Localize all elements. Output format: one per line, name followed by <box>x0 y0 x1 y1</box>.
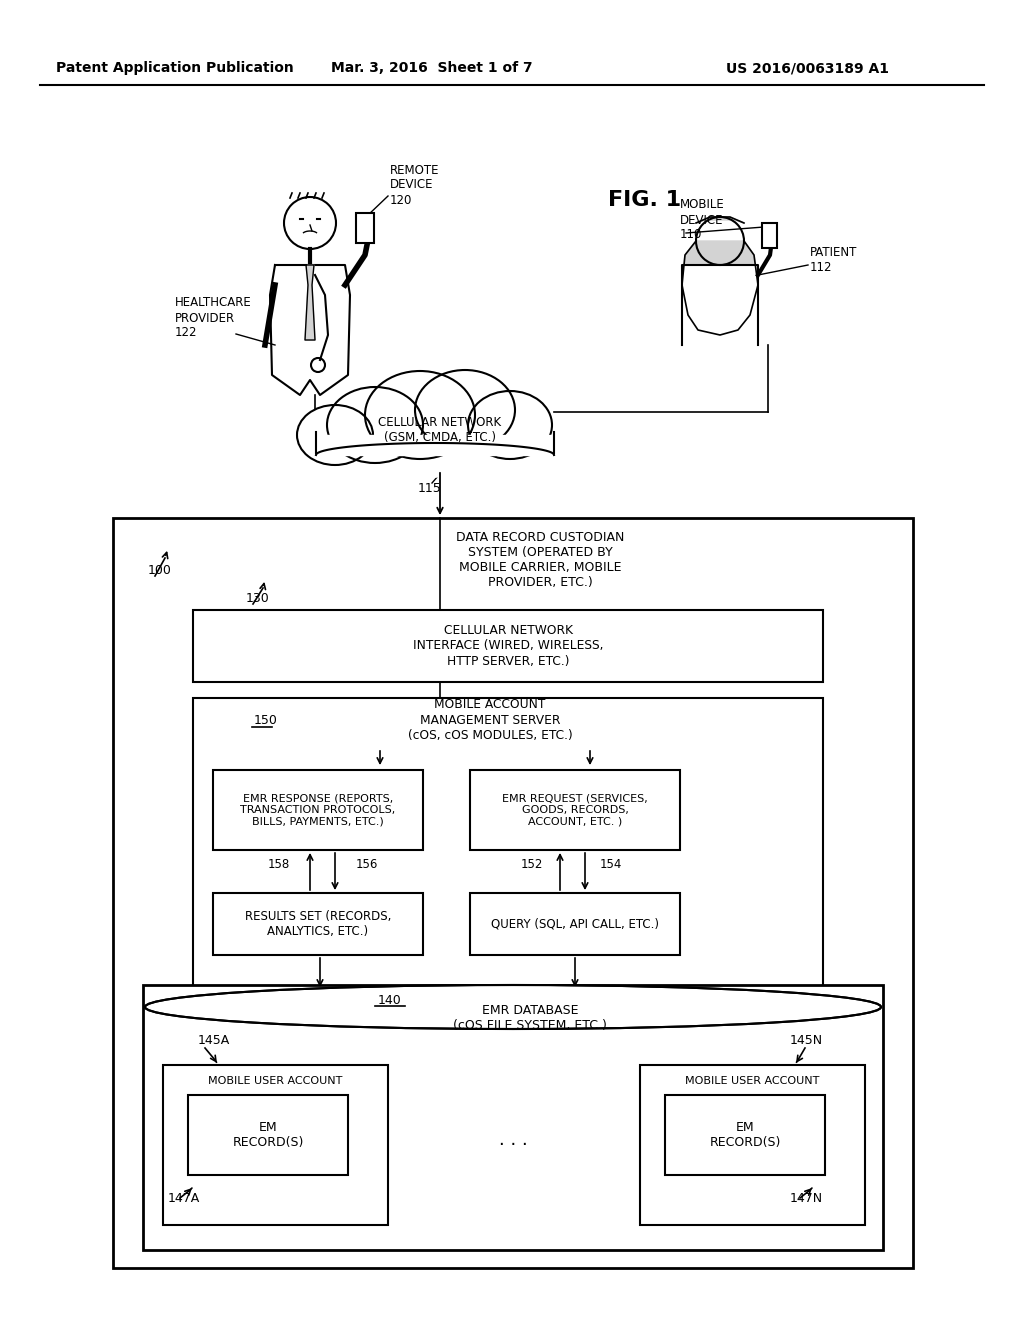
Bar <box>188 1096 348 1175</box>
Text: MOBILE USER ACCOUNT: MOBILE USER ACCOUNT <box>208 1076 343 1086</box>
Bar <box>356 213 374 243</box>
Bar <box>470 894 680 954</box>
Bar <box>193 698 823 1048</box>
Text: CELLULAR NETWORK
(GSM, CMDA, ETC.): CELLULAR NETWORK (GSM, CMDA, ETC.) <box>379 416 502 444</box>
Text: EM
RECORD(S): EM RECORD(S) <box>710 1121 780 1148</box>
Ellipse shape <box>297 405 373 465</box>
Polygon shape <box>270 265 350 395</box>
Text: Patent Application Publication: Patent Application Publication <box>56 61 294 75</box>
Text: DATA RECORD CUSTODIAN
SYSTEM (OPERATED BY
MOBILE CARRIER, MOBILE
PROVIDER, ETC.): DATA RECORD CUSTODIAN SYSTEM (OPERATED B… <box>456 531 625 589</box>
Bar <box>470 770 680 850</box>
Text: 156: 156 <box>356 858 379 871</box>
Ellipse shape <box>290 418 550 478</box>
Text: MOBILE ACCOUNT
MANAGEMENT SERVER
(cOS, cOS MODULES, ETC.): MOBILE ACCOUNT MANAGEMENT SERVER (cOS, c… <box>408 698 572 742</box>
Text: CELLULAR NETWORK
INTERFACE (WIRED, WIRELESS,
HTTP SERVER, ETC.): CELLULAR NETWORK INTERFACE (WIRED, WIREL… <box>413 624 603 668</box>
Text: 115: 115 <box>418 482 442 495</box>
Ellipse shape <box>468 391 552 459</box>
Ellipse shape <box>145 985 881 1030</box>
Text: Mar. 3, 2016  Sheet 1 of 7: Mar. 3, 2016 Sheet 1 of 7 <box>331 61 532 75</box>
Text: 145N: 145N <box>790 1034 823 1047</box>
Text: MOBILE USER ACCOUNT: MOBILE USER ACCOUNT <box>685 1076 819 1086</box>
Polygon shape <box>305 265 315 341</box>
Text: EMR REQUEST (SERVICES,
GOODS, RECORDS,
ACCOUNT, ETC. ): EMR REQUEST (SERVICES, GOODS, RECORDS, A… <box>502 793 648 826</box>
Bar <box>143 985 883 1250</box>
Text: . . .: . . . <box>499 1131 527 1148</box>
Text: MOBILE
DEVICE
110: MOBILE DEVICE 110 <box>680 198 725 242</box>
Text: EMR RESPONSE (REPORTS,
TRANSACTION PROTOCOLS,
BILLS, PAYMENTS, ETC.): EMR RESPONSE (REPORTS, TRANSACTION PROTO… <box>241 793 395 826</box>
Text: FIG. 1: FIG. 1 <box>608 190 682 210</box>
Text: 152: 152 <box>520 858 543 871</box>
Text: QUERY (SQL, API CALL, ETC.): QUERY (SQL, API CALL, ETC.) <box>490 917 659 931</box>
Bar <box>193 610 823 682</box>
Text: 145A: 145A <box>198 1034 230 1047</box>
Bar <box>163 1065 388 1225</box>
Text: HEALTHCARE
PROVIDER
122: HEALTHCARE PROVIDER 122 <box>175 297 252 339</box>
Polygon shape <box>316 436 554 455</box>
Text: 140: 140 <box>378 994 401 1006</box>
Bar <box>113 517 913 1269</box>
Text: 154: 154 <box>600 858 623 871</box>
Text: PATIENT
112: PATIENT 112 <box>810 246 857 275</box>
Text: 158: 158 <box>267 858 290 871</box>
Bar <box>665 1096 825 1175</box>
Text: EM
RECORD(S): EM RECORD(S) <box>232 1121 304 1148</box>
Ellipse shape <box>365 371 475 459</box>
Bar <box>213 894 423 954</box>
Polygon shape <box>682 265 758 345</box>
Ellipse shape <box>415 370 515 450</box>
Bar <box>762 223 777 248</box>
Text: 147N: 147N <box>790 1192 823 1204</box>
Bar <box>213 770 423 850</box>
Text: 130: 130 <box>246 591 269 605</box>
Text: RESULTS SET (RECORDS,
ANALYTICS, ETC.): RESULTS SET (RECORDS, ANALYTICS, ETC.) <box>245 909 391 939</box>
Text: 150: 150 <box>254 714 278 726</box>
Text: 100: 100 <box>148 564 172 577</box>
Text: EMR DATABASE
(cOS FILE SYSTEM, ETC.): EMR DATABASE (cOS FILE SYSTEM, ETC.) <box>453 1005 607 1032</box>
Polygon shape <box>696 216 744 223</box>
Text: US 2016/0063189 A1: US 2016/0063189 A1 <box>726 61 890 75</box>
Text: REMOTE
DEVICE
120: REMOTE DEVICE 120 <box>390 164 439 206</box>
Polygon shape <box>682 242 758 335</box>
Ellipse shape <box>327 387 423 463</box>
Text: 147A: 147A <box>168 1192 201 1204</box>
Bar <box>640 1065 865 1225</box>
